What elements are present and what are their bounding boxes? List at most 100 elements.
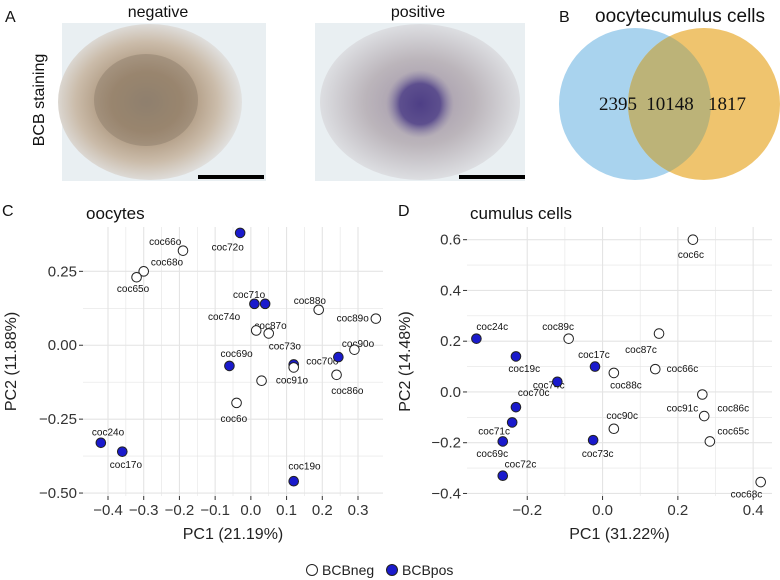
data-point-bcbneg xyxy=(608,423,620,435)
point-label: coc65c xyxy=(717,426,749,437)
data-point-bcbneg xyxy=(697,389,708,400)
panel-b-letter: B xyxy=(559,9,570,26)
data-point-bcbneg xyxy=(349,344,360,355)
x-tick-label: 0.0 xyxy=(240,502,261,519)
point-label: coc90o xyxy=(342,339,375,350)
y-tick-label: −0.25 xyxy=(39,411,77,428)
y-tick-label: 0.4 xyxy=(440,282,461,299)
point-label: coc88c xyxy=(610,381,642,392)
y-tick-label: 0.2 xyxy=(440,333,461,350)
negative-oocyte-image xyxy=(58,23,266,181)
point-label: coc91c xyxy=(667,403,699,414)
venn-title-oocyte: oocyte xyxy=(595,6,651,27)
point-label: coc17c xyxy=(578,350,610,361)
data-point-bcbpos xyxy=(333,351,344,363)
data-point-bcbpos xyxy=(224,360,235,372)
data-point-bcbpos xyxy=(234,227,246,239)
point-label: coc86c xyxy=(717,403,749,414)
data-point-bcbneg xyxy=(263,328,275,339)
point-label: coc71c xyxy=(478,426,510,437)
point-label: coc65o xyxy=(117,284,150,295)
point-label: coc72o xyxy=(212,243,245,254)
x-axis-title: PC1 (21.19%) xyxy=(183,526,284,543)
data-point-bcbpos xyxy=(587,434,599,446)
x-tick-label: 0.2 xyxy=(667,502,688,519)
point-label: coc6c xyxy=(678,250,704,261)
point-label: coc66o xyxy=(149,237,182,248)
bcb-staining-label: BCB staining xyxy=(31,54,48,147)
point-label: coc19c xyxy=(508,364,540,375)
x-tick-label: 0.1 xyxy=(276,502,297,519)
panel-d-title: cumulus cells xyxy=(470,204,572,223)
point-label: coc89c xyxy=(542,322,574,333)
venn-count-cumulus-only: 1817 xyxy=(708,94,746,115)
data-point-bcbneg xyxy=(755,476,767,488)
point-label: coc24o xyxy=(92,427,125,438)
point-label: coc89o xyxy=(337,314,370,325)
data-point-bcbpos xyxy=(497,436,509,447)
point-label: coc74o xyxy=(208,312,241,323)
data-point-bcbneg xyxy=(698,410,710,422)
x-tick-label: 0.4 xyxy=(743,502,764,519)
venn-diagram: oocyte cumulus cells 2395 10148 1817 xyxy=(559,6,780,180)
data-point-bcbpos xyxy=(552,376,563,388)
x-tick-label: 0.3 xyxy=(348,502,369,519)
venn-overlap xyxy=(628,36,712,172)
data-point-bcbneg xyxy=(313,304,325,316)
legend-marker-bcbneg xyxy=(306,564,318,576)
legend-marker-bcbpos xyxy=(386,564,398,576)
data-point-bcbpos xyxy=(116,446,128,457)
y-tick-label: −0.2 xyxy=(431,435,461,452)
point-label: coc87c xyxy=(625,345,657,356)
data-point-bcbneg xyxy=(177,245,189,256)
data-point-bcbpos xyxy=(471,333,482,344)
point-label: coc68o xyxy=(151,257,184,268)
x-tick-label: −0.4 xyxy=(93,502,123,519)
point-label: coc91o xyxy=(276,376,309,387)
point-label: coc73o xyxy=(269,342,302,353)
point-label: coc74c xyxy=(533,381,565,392)
y-tick-label: −0.50 xyxy=(39,485,77,502)
point-label: coc72c xyxy=(505,459,537,470)
y-tick-label: −0.4 xyxy=(431,485,461,502)
y-tick-label: 0.0 xyxy=(440,384,461,401)
data-point-bcbpos xyxy=(95,437,107,449)
x-tick-label: −0.2 xyxy=(165,502,195,519)
x-tick-label: −0.3 xyxy=(129,502,159,519)
data-point-bcbneg xyxy=(563,333,574,344)
scale-bar-negative xyxy=(198,175,264,179)
y-tick-label: 0.6 xyxy=(440,232,461,249)
legend: BCBneg BCBpos xyxy=(306,562,453,578)
y-axis-title: PC2 (11.88%) xyxy=(3,312,20,411)
data-point-bcbneg xyxy=(704,436,716,447)
point-label: coc19o xyxy=(288,461,321,472)
venn-title-cumulus: cumulus cells xyxy=(651,6,765,27)
point-label: coc73c xyxy=(582,449,614,460)
data-point-bcbneg xyxy=(370,313,382,324)
data-point-bcbneg xyxy=(331,369,342,381)
point-label: coc24c xyxy=(476,322,508,333)
data-point-bcbneg xyxy=(687,234,699,245)
x-tick-label: 0.0 xyxy=(592,502,613,519)
point-label: coc90c xyxy=(606,411,638,422)
plot-area xyxy=(467,227,772,496)
data-point-bcbpos xyxy=(259,298,271,310)
data-point-bcbneg xyxy=(250,325,262,336)
panel-c-title: oocytes xyxy=(86,204,145,223)
point-label: coc17o xyxy=(110,460,143,471)
point-label: coc69c xyxy=(476,449,508,460)
point-label: coc71o xyxy=(233,290,266,301)
oocytes-pca-plot: −0.4 −0.3 −0.2 −0.1 0.0 0.1 0.2 0.3 −0.50 −0.25 0.… xyxy=(3,227,383,543)
panel-d-letter: D xyxy=(398,203,410,220)
venn-count-oocyte-only: 2395 xyxy=(599,94,637,115)
point-label: coc6o xyxy=(221,414,248,425)
x-tick-label: 0.2 xyxy=(312,502,333,519)
data-point-bcbpos xyxy=(249,298,260,310)
data-point-bcbneg xyxy=(288,362,300,373)
point-label: coc88o xyxy=(294,296,327,307)
point-label: coc86o xyxy=(331,386,364,397)
cumulus-pca-plot: −0.2 0.0 0.2 0.4 −0.4 −0.2 0.0 0.2 0.4 0.6 PC1 (31… xyxy=(397,227,772,543)
y-axis-title: PC2 (14.48%) xyxy=(397,311,414,412)
data-point-bcbneg xyxy=(231,397,242,409)
